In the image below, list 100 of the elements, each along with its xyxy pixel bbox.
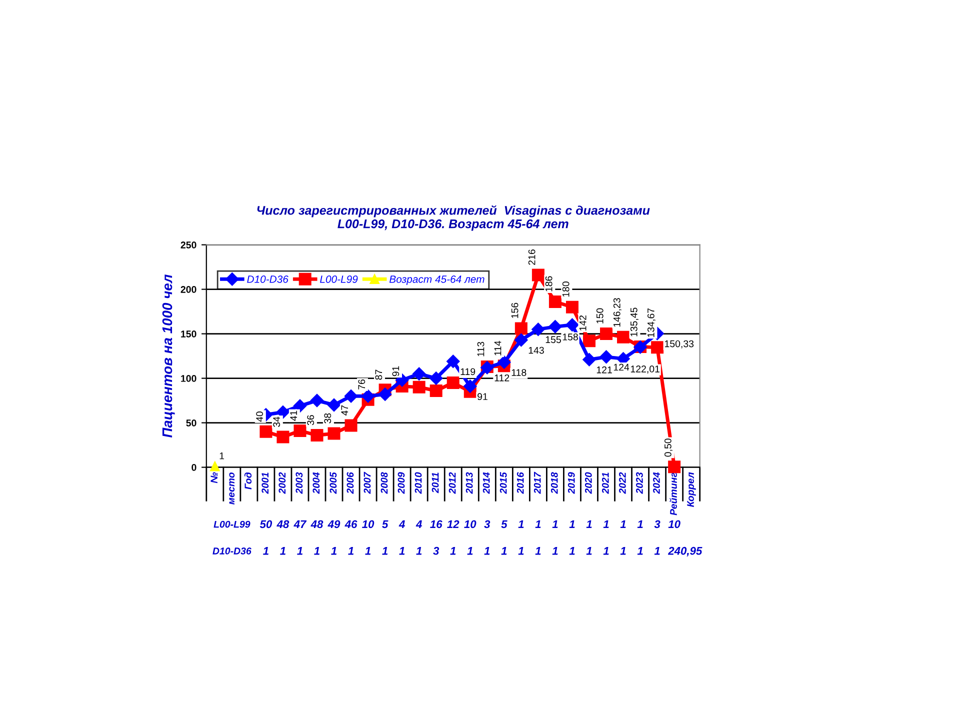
text: 48 [276,520,290,528]
text: 1 [603,520,609,528]
point [464,380,477,393]
x-tick-label: 2003 [296,472,303,494]
text: 3 [484,520,490,528]
point [310,394,324,408]
x-tick-label: место [229,472,235,505]
point [344,419,358,432]
point [328,427,340,440]
text: 1 [552,520,558,528]
text: 1 [620,520,626,528]
text: 16 [430,520,442,528]
data-label: 121 [596,366,612,374]
y-tick-label: 150 [181,330,196,338]
point [210,462,220,472]
text: 47 [294,520,307,528]
y-tick-label: 0 [192,464,196,471]
x-tick-label: Год [244,472,252,490]
point [260,425,272,438]
text: 1 [586,520,592,528]
text: 5 [382,520,388,528]
legend-label: Возраст 45-64 лет [389,276,484,285]
text: 3 [654,520,660,528]
text: 48 [310,520,324,528]
text: 1 [518,520,524,528]
text: 10 [464,520,476,528]
data-label: 135,45 [630,308,638,336]
data-label: 124 [614,364,630,371]
data-label: 76 [358,380,366,390]
point [514,333,528,347]
point [651,341,664,354]
data-label: 180 [562,282,570,297]
text: 1 [399,547,405,555]
text: D10-D36 [212,548,252,554]
x-tick-label: 2012 [448,472,456,494]
point [446,376,460,389]
point [532,322,545,336]
text: 1 [569,520,575,528]
x-tick-label: 2021 [602,472,609,494]
point [566,300,578,314]
text: 1 [484,547,490,555]
x-tick-label: 2015 [500,472,507,494]
data-label: 41 [290,410,297,421]
data-label: 91 [478,393,488,400]
data-label: 143 [528,346,544,354]
y-axis-title: Пациентов на 1000 чел [162,274,175,438]
point [430,372,443,385]
text: 1 [535,547,541,555]
data-label: 36 [307,415,314,426]
point [446,354,460,368]
data-label: 216 [528,250,536,265]
text: 10 [362,520,374,528]
x-tick-label: 2002 [278,472,286,494]
x-tick-label: 2013 [466,472,473,494]
x-tick-label: 2001 [262,472,269,494]
point [378,388,392,401]
x-tick-label: 2006 [346,472,354,494]
text: 1 [552,547,558,555]
data-label: 142 [579,315,586,330]
data-label: 1 [220,452,224,460]
data-label: 112 [494,374,510,382]
point [276,430,290,444]
data-label: 38 [324,413,332,424]
x-tick-label: 2011 [432,472,439,494]
data-label: 118 [512,369,526,376]
x-tick-label: 2008 [380,472,388,494]
x-tick-label: 2018 [550,472,558,494]
text: 1 [637,547,643,555]
y-tick-label: 100 [181,375,196,382]
data-label: 47 [341,405,348,416]
text: 49 [328,520,340,528]
data-label: 150 [596,308,604,324]
data-label: 114 [494,340,502,356]
legend-label: D10-D36 [247,276,288,283]
text: 1 [654,547,660,555]
text: 1 [297,547,302,555]
point [548,296,562,308]
text: 10 [668,520,680,528]
x-tick-label: Коррел [687,472,696,507]
text: 1 [569,547,575,555]
text: 1 [280,547,286,555]
text: 46 [344,520,358,528]
point [668,460,681,474]
point [327,398,341,412]
data-label: 40 [256,412,264,422]
point [514,322,528,335]
text: 0,95 [680,546,702,556]
x-tick-label: Рейтинг [670,472,677,516]
x-tick-label: 2009 [398,472,405,494]
point [293,399,307,412]
x-tick-label: 2016 [516,472,524,494]
x-tick-label: 2005 [330,472,337,494]
text: 1 [331,547,337,555]
point [412,367,426,380]
text: 1 [348,547,354,555]
data-label: 113 [477,342,484,356]
text: 1 [450,547,456,555]
point [582,334,596,348]
point [548,320,562,334]
data-label: 87 [375,370,382,380]
